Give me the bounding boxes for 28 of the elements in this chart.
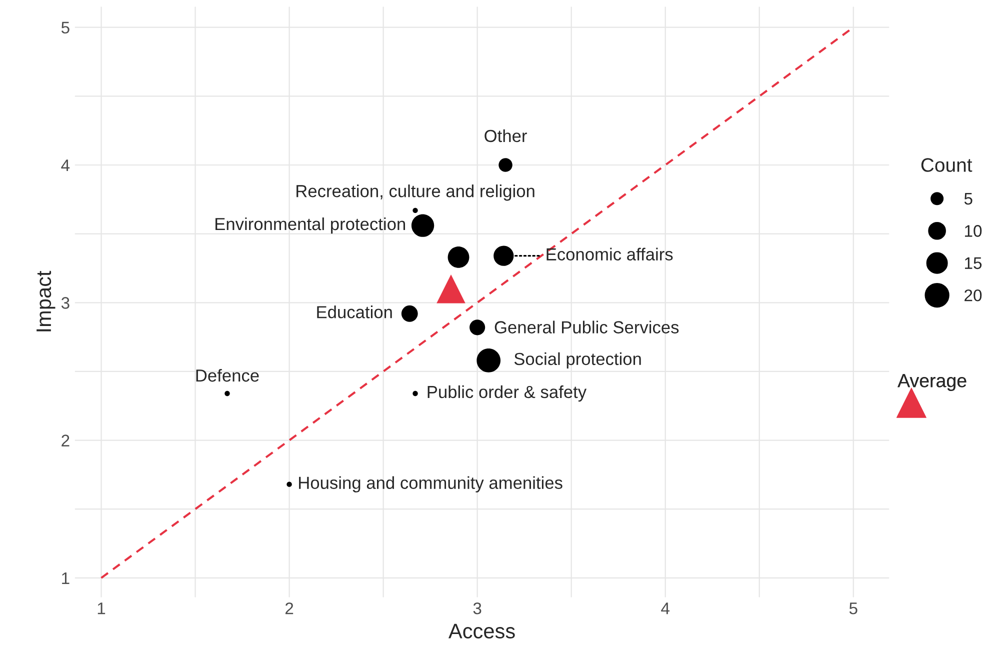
annotation: Education: [317, 306, 392, 318]
legend-label: 10: [965, 225, 982, 237]
y-tick-label: 5: [61, 22, 70, 34]
text: Average: [898, 374, 966, 391]
y-axis-title: Impact: [36, 270, 56, 332]
annotation: Economic affairs: [546, 248, 673, 260]
annotation: General Public Services: [494, 320, 679, 334]
x-axis-title: Access: [448, 624, 515, 638]
annotation: Other: [484, 129, 527, 142]
legend-label: 5: [964, 193, 972, 205]
x-tick-label: 3: [473, 602, 482, 614]
x-tick-label: 2: [285, 602, 294, 614]
y-tick-label: 2: [62, 434, 70, 446]
legend-label: 20: [964, 289, 982, 302]
annotation: Recreation, culture and religion: [296, 184, 534, 201]
annotation: Housing and community amenities: [299, 476, 562, 492]
legend-title: Count: [921, 158, 972, 172]
y-tick-label: 3: [61, 297, 70, 309]
y-tick-label: 4: [61, 160, 70, 172]
annotation: Defence: [196, 368, 259, 382]
y-tick-label: 1: [62, 572, 70, 584]
annotation: Environmental protection: [216, 217, 406, 234]
x-tick-label: 5: [849, 602, 858, 614]
x-tick-label: 4: [661, 602, 670, 614]
annotation: Public order & safety: [428, 385, 587, 402]
x-tick-label: 1: [98, 602, 106, 614]
legend-label: 15: [965, 257, 982, 270]
annotation: Social protection: [514, 352, 641, 369]
